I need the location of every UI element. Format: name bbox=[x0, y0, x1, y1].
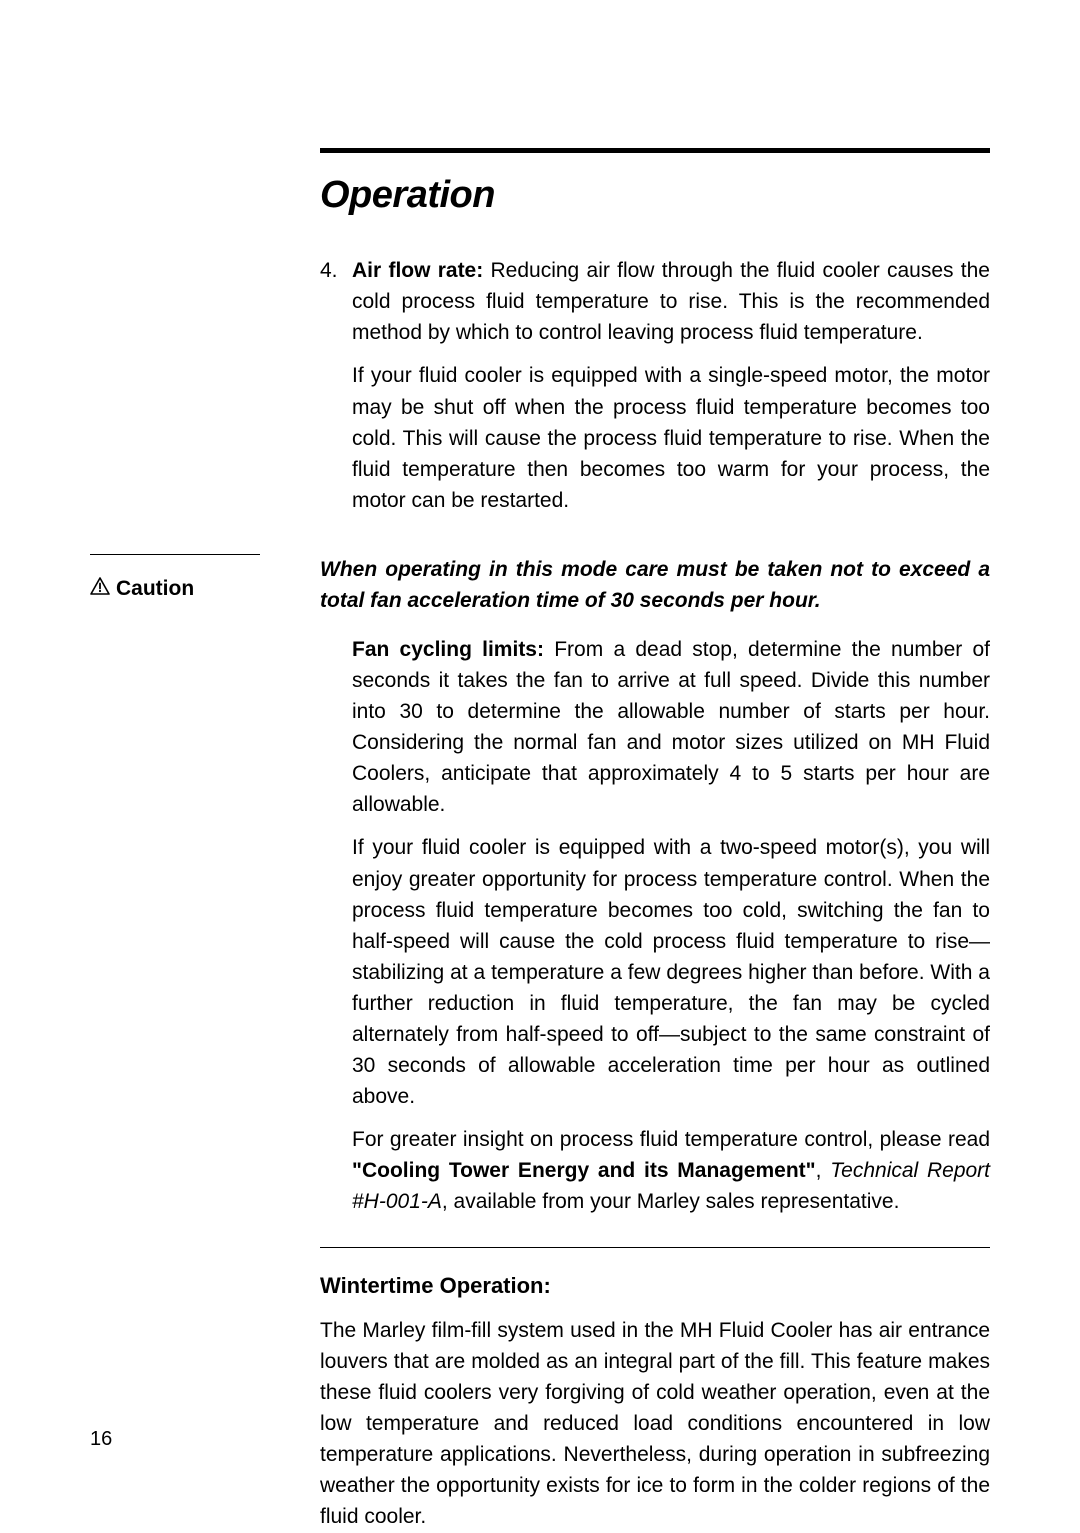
caution-label: Caution bbox=[90, 573, 320, 604]
fan-cycling-text: From a dead stop, determine the number o… bbox=[352, 638, 990, 816]
caution-block: Caution When operating in this mode care… bbox=[90, 554, 990, 616]
list-paragraph-1: Air flow rate: Reducing air flow through… bbox=[352, 255, 990, 348]
list-paragraph-2: If your fluid cooler is equipped with a … bbox=[352, 360, 990, 515]
indented-section: Fan cycling limits: From a dead stop, de… bbox=[352, 634, 990, 1217]
wintertime-heading: Wintertime Operation: bbox=[320, 1270, 990, 1303]
ref-text-b: , bbox=[816, 1159, 831, 1182]
title-rule bbox=[320, 148, 990, 153]
page-number: 16 bbox=[90, 1425, 112, 1455]
caution-label-column: Caution bbox=[90, 554, 320, 616]
two-speed-paragraph: If your fluid cooler is equipped with a … bbox=[352, 832, 990, 1112]
list-item-4: 4. Air flow rate: Reducing air flow thro… bbox=[320, 255, 990, 516]
fan-cycling-paragraph: Fan cycling limits: From a dead stop, de… bbox=[352, 634, 990, 820]
reference-paragraph: For greater insight on process fluid tem… bbox=[352, 1124, 990, 1217]
wintertime-section: Wintertime Operation: The Marley film-fi… bbox=[320, 1247, 990, 1532]
wintertime-paragraph: The Marley film-fill system used in the … bbox=[320, 1315, 990, 1533]
ref-text-c: , available from your Marley sales repre… bbox=[442, 1190, 900, 1213]
fan-cycling-label: Fan cycling limits: bbox=[352, 638, 544, 661]
ref-title: "Cooling Tower Energy and its Management… bbox=[352, 1159, 816, 1182]
list-marker: 4. bbox=[320, 255, 352, 516]
warning-icon bbox=[90, 573, 110, 604]
caution-text: When operating in this mode care must be… bbox=[320, 554, 990, 616]
caution-rule bbox=[90, 554, 260, 555]
page: Operation 4. Air flow rate: Reducing air… bbox=[0, 0, 1080, 1527]
caution-label-text: Caution bbox=[116, 573, 194, 604]
main-column: Operation 4. Air flow rate: Reducing air… bbox=[320, 148, 990, 516]
ref-text-a: For greater insight on process fluid tem… bbox=[352, 1128, 990, 1151]
list-body: Air flow rate: Reducing air flow through… bbox=[352, 255, 990, 516]
air-flow-rate-label: Air flow rate: bbox=[352, 259, 483, 282]
section-rule bbox=[320, 1247, 990, 1248]
page-title: Operation bbox=[320, 167, 990, 223]
